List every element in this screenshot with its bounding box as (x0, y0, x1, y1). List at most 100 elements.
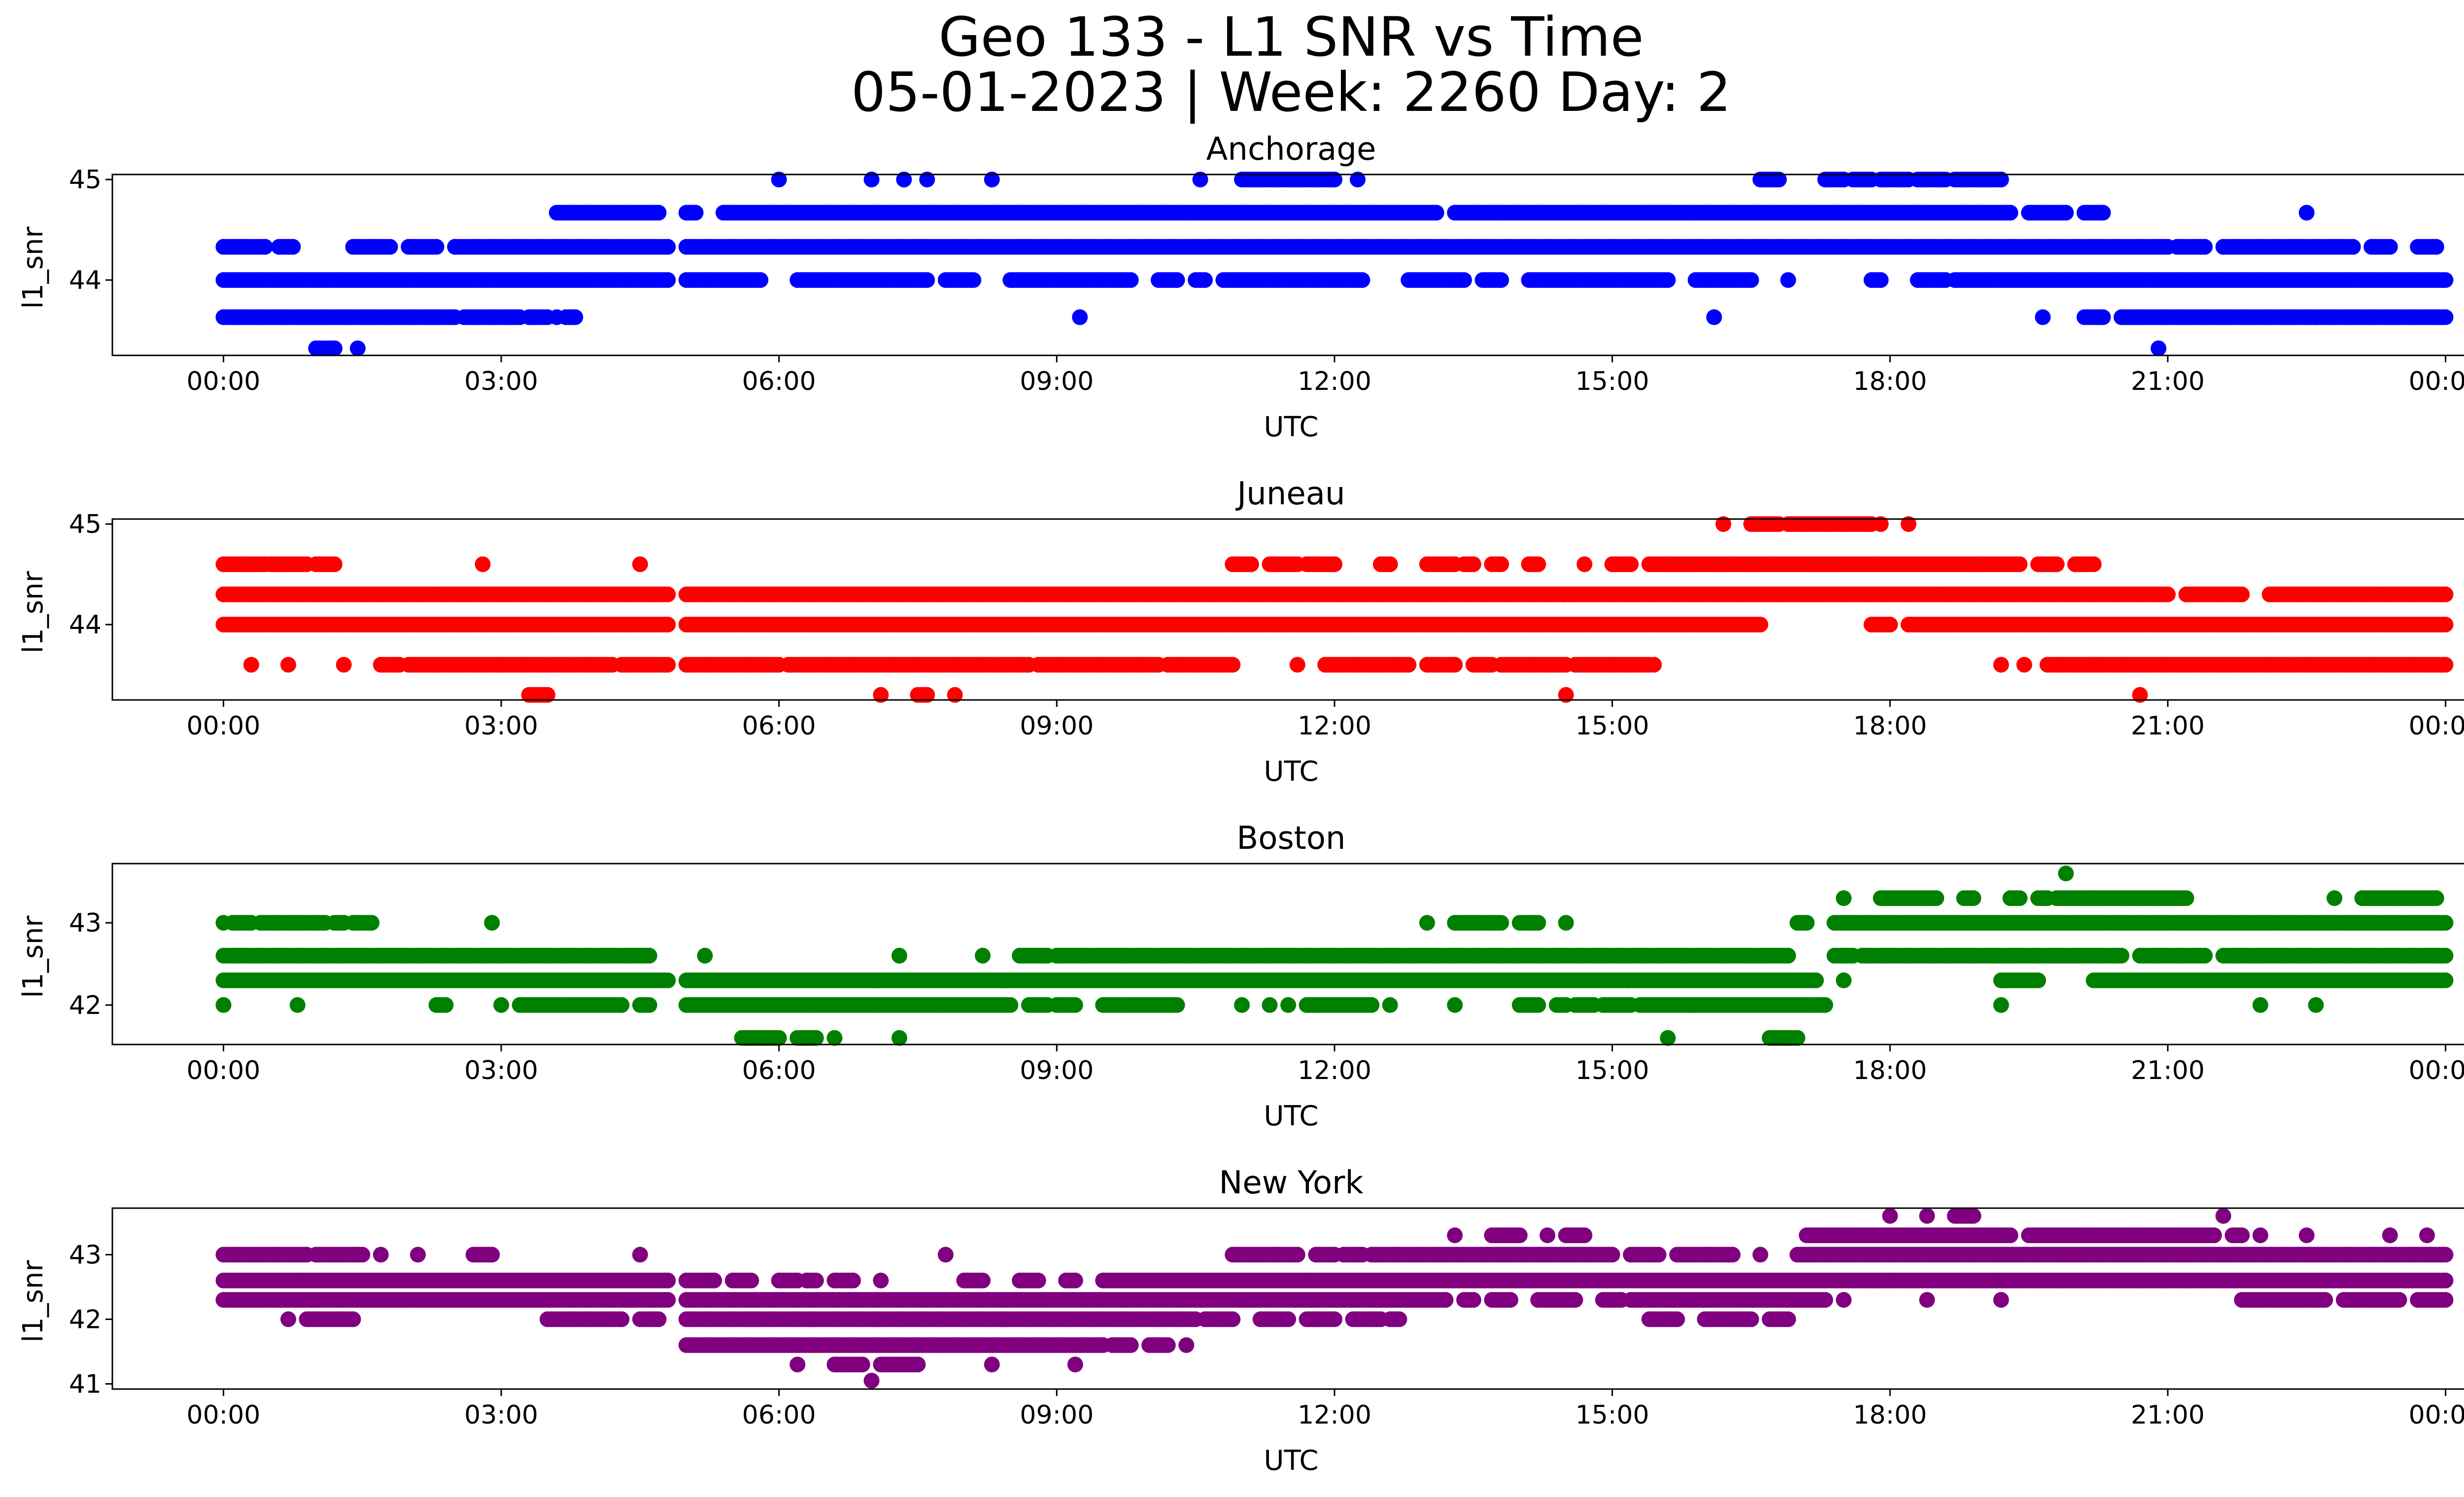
data-point (1429, 205, 1444, 221)
data-point (1382, 557, 1398, 572)
data-point (1752, 617, 1768, 632)
data-points (216, 172, 2454, 356)
data-point (2095, 205, 2111, 221)
data-point (2438, 272, 2454, 288)
data-point (1493, 272, 1509, 288)
data-point (642, 948, 657, 964)
x-tick-label: 12:00 (1298, 367, 1371, 396)
data-point (2095, 310, 2111, 325)
x-tick-label: 15:00 (1575, 711, 1649, 741)
data-point (1327, 557, 1342, 572)
data-point (1780, 272, 1796, 288)
y-axis-label: l1_snr (17, 226, 49, 309)
data-point (475, 557, 491, 572)
data-point (660, 617, 676, 632)
data-point (1530, 915, 1546, 931)
panel-juneau: Juneau UTC l1_snr 00:00 03:00 06:00 09:00 12… (17, 476, 2464, 788)
data-point (2327, 890, 2342, 906)
data-point (382, 239, 398, 255)
data-point (350, 341, 366, 356)
data-point (364, 915, 379, 931)
x-axis-label: UTC (1264, 411, 1318, 443)
data-point (2049, 557, 2065, 572)
data-point (1706, 310, 1722, 325)
panel-anchorage: Anchorage UTC l1_snr 00:00 03:00 06:00 09:0… (17, 131, 2464, 443)
data-point (1225, 657, 1240, 673)
data-point (1799, 915, 1814, 931)
data-point (1401, 657, 1416, 673)
data-point (975, 948, 991, 964)
data-point (2382, 239, 2398, 255)
y-axis-label: l1_snr (17, 571, 49, 654)
data-point (1072, 310, 1088, 325)
axes-frame (112, 174, 2464, 355)
data-point (1660, 272, 1676, 288)
x-tick-label: 18:00 (1853, 367, 1927, 396)
x-tick-label: 03:00 (464, 367, 538, 396)
data-point (2012, 890, 2027, 906)
data-point (2035, 310, 2051, 325)
data-point (1873, 272, 1889, 288)
data-point (1558, 915, 1574, 931)
data-point (1456, 272, 1472, 288)
x-tick-label: 09:00 (1020, 711, 1094, 741)
data-point (1493, 557, 1509, 572)
data-point (1493, 915, 1509, 931)
x-tick-label: 00:00 (2409, 367, 2464, 396)
data-point (651, 205, 667, 221)
x-tick-label: 12:00 (1298, 711, 1371, 741)
axes-title: Juneau (1235, 476, 1345, 512)
x-tick-label: 00:00 (2409, 711, 2464, 741)
y-axis-label: l1_snr (17, 915, 49, 998)
x-tick-label: 21:00 (2131, 367, 2205, 396)
data-point (2429, 239, 2444, 255)
data-point (1466, 557, 1481, 572)
data-point (632, 557, 648, 572)
data-point (429, 239, 445, 255)
x-tick-label: 09:00 (1020, 367, 1094, 396)
data-point (2179, 890, 2194, 906)
data-points (216, 516, 2454, 703)
data-point (2438, 617, 2454, 632)
data-point (753, 272, 768, 288)
data-point (484, 915, 500, 931)
data-point (2299, 205, 2315, 221)
data-point (1290, 657, 1305, 673)
data-point (1447, 657, 1463, 673)
data-point (1623, 557, 1639, 572)
data-point (280, 657, 296, 673)
figure-title-line1: Geo 133 - L1 SNR vs Time (938, 5, 1643, 69)
data-point (1993, 657, 2009, 673)
data-point (1744, 272, 1759, 288)
data-point (2017, 657, 2032, 673)
data-point (660, 272, 676, 288)
data-point (2234, 587, 2250, 602)
data-point (2438, 915, 2454, 931)
data-point (336, 657, 352, 673)
data-point (891, 948, 907, 964)
data-point (567, 310, 583, 325)
x-tick-label: 03:00 (464, 711, 538, 741)
data-point (1169, 272, 1185, 288)
x-tick-label: 06:00 (742, 367, 816, 396)
data-point (2438, 310, 2454, 325)
x-axis-label: UTC (1264, 1100, 1318, 1132)
data-point (1243, 557, 1259, 572)
data-point (2429, 890, 2444, 906)
axes-title: Boston (1236, 820, 1345, 857)
x-tick-label: 15:00 (1575, 367, 1649, 396)
data-point (257, 239, 273, 255)
data-point (1646, 657, 1662, 673)
data-point (2151, 341, 2166, 356)
data-point (1928, 890, 1944, 906)
data-point (1836, 890, 1851, 906)
data-point (2438, 587, 2454, 602)
data-point (327, 341, 342, 356)
x-tick-label: 06:00 (742, 711, 816, 741)
y-tick-label: 45 (69, 165, 102, 195)
y-tick-label: 45 (69, 510, 102, 539)
x-axis-label: UTC (1264, 756, 1318, 788)
axes-title: Anchorage (1206, 131, 1376, 168)
